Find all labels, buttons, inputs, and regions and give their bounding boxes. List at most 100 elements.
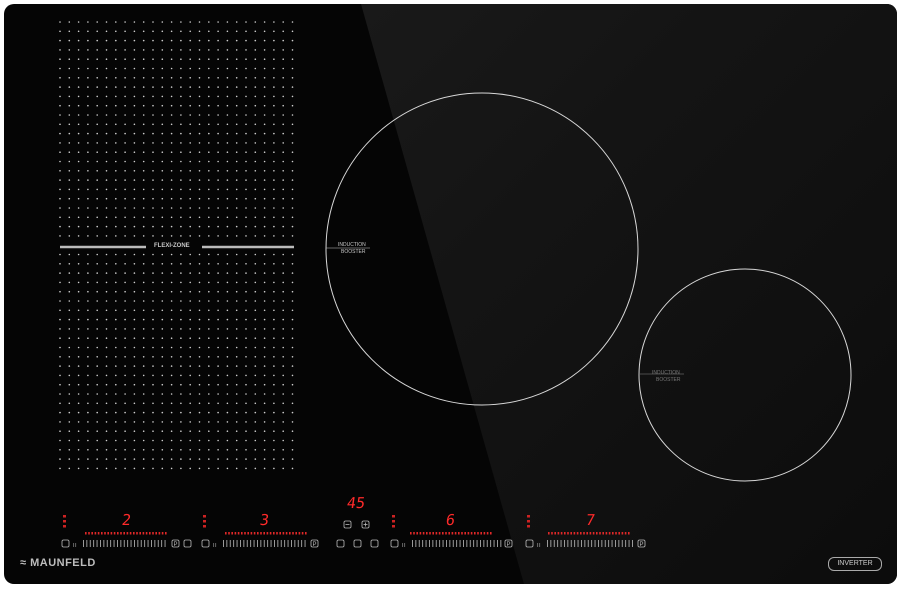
zone-2-slider-tick[interactable]	[280, 540, 282, 547]
play-button[interactable]	[336, 539, 345, 548]
zone-3-slider-tick[interactable]	[459, 540, 461, 547]
zone-2-pause-button[interactable]	[310, 539, 319, 548]
zone-2-slider-tick[interactable]	[297, 540, 299, 547]
zone-4-slider-tick[interactable]	[598, 540, 599, 547]
zone-1-slider-tick[interactable]	[144, 540, 146, 547]
zone-4-slider-tick[interactable]	[560, 540, 562, 547]
zone-4-slider-tick[interactable]	[611, 540, 613, 547]
zone-2-slider-tick[interactable]	[263, 540, 265, 547]
zone-1-slider-tick[interactable]	[151, 540, 152, 547]
lock-button[interactable]	[183, 539, 192, 548]
zone-4-slider-tick[interactable]	[574, 540, 576, 547]
zone-3-slider-tick[interactable]	[486, 540, 488, 547]
zone-4-slider-tick[interactable]	[567, 540, 569, 547]
zone-2-slider-tick[interactable]	[277, 540, 279, 547]
zone-2-slider-tick[interactable]	[284, 540, 286, 547]
zone-3-slider-tick[interactable]	[418, 540, 420, 547]
zone-2-slider-tick[interactable]	[291, 540, 292, 547]
zone-3-slider-tick[interactable]	[500, 540, 502, 547]
zone-3-slider-tick[interactable]	[446, 540, 447, 547]
zone-3-slider-tick[interactable]	[493, 540, 495, 547]
zone-4-slider-tick[interactable]	[625, 540, 627, 547]
zone-3-slider-tick[interactable]	[412, 540, 413, 547]
zone-1-slider-tick[interactable]	[154, 540, 156, 547]
zone-1-slider-tick[interactable]	[157, 540, 159, 547]
zone-1-slider-tick[interactable]	[161, 540, 163, 547]
zone-1-slider-tick[interactable]	[113, 540, 115, 547]
zone-1-slider-tick[interactable]	[110, 540, 112, 547]
zone-4-slider-tick[interactable]	[557, 540, 559, 547]
zone-2-slider-tick[interactable]	[236, 540, 238, 547]
zone-2-slider-tick[interactable]	[229, 540, 231, 547]
zone-1-slider-tick[interactable]	[164, 540, 166, 547]
zone-4-slider-tick[interactable]	[604, 540, 606, 547]
zone-4-slider-tick[interactable]	[615, 540, 616, 547]
zone-4-slider-tick[interactable]	[550, 540, 552, 547]
zone-3-slider-tick[interactable]	[439, 540, 441, 547]
zone-2-slider-tick[interactable]	[253, 540, 255, 547]
zone-1-slider-tick[interactable]	[96, 540, 98, 547]
zone-1-slider-tick[interactable]	[86, 540, 88, 547]
zone-1-slider-tick[interactable]	[137, 540, 139, 547]
zone-4-slider-tick[interactable]	[584, 540, 586, 547]
zone-4-pause-button[interactable]	[637, 539, 646, 548]
zone-3-slider-tick[interactable]	[483, 540, 485, 547]
zone-2-slider-tick[interactable]	[246, 540, 248, 547]
timer-button[interactable]	[370, 539, 379, 548]
zone-2-slider-tick[interactable]	[250, 540, 252, 547]
zone-2-slider-tick[interactable]	[260, 540, 262, 547]
zone-4-slider-tick[interactable]	[594, 540, 596, 547]
zone-1-slider-tick[interactable]	[117, 540, 118, 547]
zone-2-slider-tick[interactable]	[240, 540, 241, 547]
zone-2-slider-tick[interactable]	[267, 540, 269, 547]
zone-2-slider-tick[interactable]	[243, 540, 245, 547]
zone-2-slider-tick[interactable]	[294, 540, 296, 547]
zone-2-slider-tick[interactable]	[270, 540, 272, 547]
zone-4-slider-tick[interactable]	[608, 540, 610, 547]
zone-1-slider-tick[interactable]	[103, 540, 105, 547]
zone-4-slider-tick[interactable]	[570, 540, 572, 547]
zone-4-slider-tick[interactable]	[553, 540, 555, 547]
zone-1-slider-tick[interactable]	[140, 540, 142, 547]
zone-1-slider-tick[interactable]	[134, 540, 135, 547]
zone-4-slider-tick[interactable]	[621, 540, 623, 547]
zone-1-slider-tick[interactable]	[120, 540, 122, 547]
zone-3-slider-tick[interactable]	[466, 540, 468, 547]
zone-3-slider-tick[interactable]	[449, 540, 451, 547]
zone-2-slider-tick[interactable]	[233, 540, 235, 547]
zone-4-slider-tick[interactable]	[618, 540, 620, 547]
zone-4-slider-tick[interactable]	[628, 540, 630, 547]
zone-4-slider-tick[interactable]	[587, 540, 589, 547]
zone-4-slider-tick[interactable]	[577, 540, 579, 547]
zone-3-slider-tick[interactable]	[463, 540, 464, 547]
zone-1-slider-tick[interactable]	[83, 540, 84, 547]
zone-3-slider-tick[interactable]	[415, 540, 417, 547]
zone-2-select-button[interactable]	[201, 539, 210, 548]
zone-3-slider-tick[interactable]	[473, 540, 475, 547]
zone-3-slider-tick[interactable]	[435, 540, 437, 547]
zone-3-slider-tick[interactable]	[422, 540, 424, 547]
zone-1-slider-tick[interactable]	[100, 540, 101, 547]
zone-1-slider-tick[interactable]	[123, 540, 125, 547]
zone-1-slider-tick[interactable]	[147, 540, 149, 547]
zone-4-slider-tick[interactable]	[581, 540, 582, 547]
zone-2-slider-tick[interactable]	[257, 540, 258, 547]
zone-4-slider-tick[interactable]	[601, 540, 603, 547]
zone-3-slider-tick[interactable]	[456, 540, 458, 547]
plus-button[interactable]	[361, 520, 370, 529]
zone-3-slider-tick[interactable]	[429, 540, 430, 547]
zone-1-slider-tick[interactable]	[127, 540, 129, 547]
zone-1-slider-tick[interactable]	[93, 540, 95, 547]
zone-3-pause-button[interactable]	[504, 539, 513, 548]
zone-2-slider-tick[interactable]	[226, 540, 228, 547]
zone-2-slider-tick[interactable]	[304, 540, 306, 547]
zone-1-slider-tick[interactable]	[130, 540, 132, 547]
zone-1-pause-button[interactable]	[171, 539, 180, 548]
zone-3-slider-tick[interactable]	[452, 540, 454, 547]
zone-3-slider-tick[interactable]	[476, 540, 478, 547]
zone-2-slider-tick[interactable]	[301, 540, 303, 547]
zone-4-slider-tick[interactable]	[547, 540, 548, 547]
power-button[interactable]	[353, 539, 362, 548]
zone-3-slider-tick[interactable]	[469, 540, 471, 547]
zone-3-slider-tick[interactable]	[480, 540, 481, 547]
